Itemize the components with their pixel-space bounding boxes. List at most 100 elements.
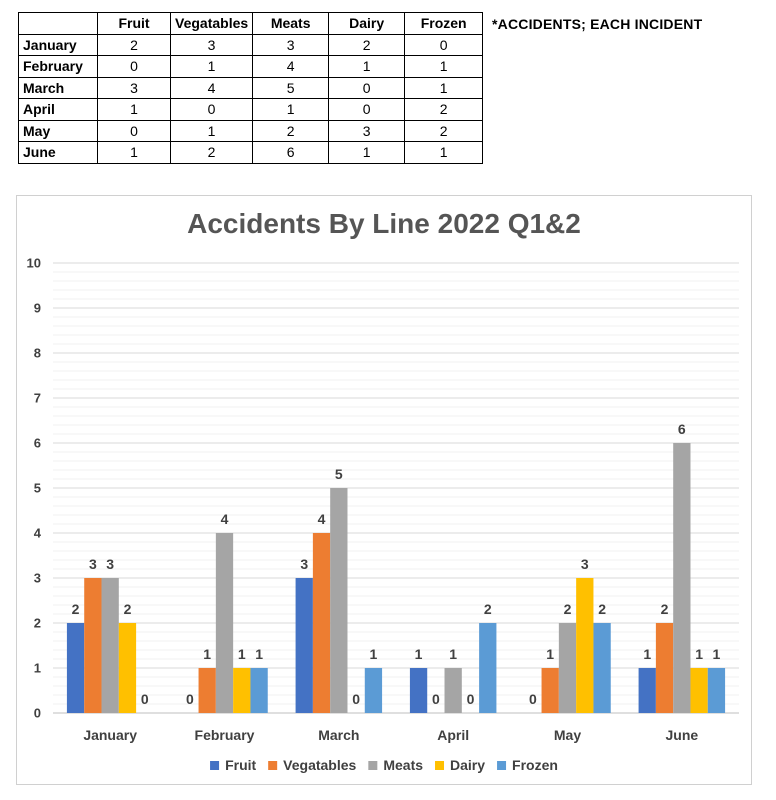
table-header-cell: Vegatables (169, 12, 254, 35)
data-label: 0 (186, 691, 194, 707)
bar (101, 578, 119, 713)
data-label: 1 (255, 646, 263, 662)
table-cell: 3 (97, 76, 171, 99)
legend-label: Fruit (225, 757, 256, 773)
table-cell: 2 (404, 119, 484, 142)
chart-title: Accidents By Line 2022 Q1&2 (187, 208, 581, 239)
table-cell: 2 (252, 119, 330, 142)
table-cell: 5 (252, 76, 330, 99)
data-label: 1 (449, 646, 457, 662)
data-label: 0 (529, 691, 537, 707)
table-header-row: Fruit Vegatables Meats Dairy Frozen (18, 12, 484, 35)
table-row-label: June (18, 141, 98, 164)
data-label: 0 (141, 691, 149, 707)
bar (330, 488, 348, 713)
table-cell: 0 (328, 76, 406, 99)
table-row: May 0 1 2 3 2 (18, 119, 484, 142)
bar (638, 668, 656, 713)
table-cell: 2 (169, 141, 254, 164)
data-label: 4 (318, 511, 326, 527)
data-label: 3 (89, 556, 97, 572)
bar (233, 668, 251, 713)
y-tick-label: 5 (34, 481, 41, 496)
table-cell: 1 (97, 98, 171, 121)
y-tick-label: 10 (27, 256, 41, 271)
data-label: 1 (370, 646, 378, 662)
data-label: 0 (352, 691, 360, 707)
data-label: 1 (546, 646, 554, 662)
bar (215, 533, 234, 713)
data-label: 2 (484, 601, 492, 617)
table-cell: 0 (169, 98, 254, 121)
y-tick-label: 1 (34, 661, 41, 676)
bar (118, 623, 137, 713)
data-label: 3 (106, 556, 114, 572)
y-tick-label: 3 (34, 571, 41, 586)
data-label: 6 (678, 421, 686, 437)
x-tick-label: March (318, 727, 359, 743)
table-cell: 1 (404, 141, 484, 164)
legend-swatch (368, 761, 378, 770)
y-tick-label: 4 (34, 526, 42, 541)
data-label: 0 (467, 691, 475, 707)
table-cell: 0 (97, 119, 171, 142)
x-tick-label: February (195, 727, 255, 743)
table-cell: 1 (328, 141, 406, 164)
legend-swatch (497, 761, 507, 770)
table-cell: 1 (169, 119, 254, 142)
data-label: 1 (238, 646, 246, 662)
table-row: January 2 3 3 2 0 (18, 33, 484, 56)
table-cell: 1 (252, 98, 330, 121)
x-tick-label: May (554, 727, 581, 743)
x-tick-label: April (437, 727, 469, 743)
table-cell: 6 (252, 141, 330, 164)
bar (655, 623, 674, 713)
table-cell: 1 (328, 55, 406, 78)
y-tick-label: 7 (34, 391, 41, 406)
legend-label: Frozen (512, 757, 558, 773)
bar (66, 623, 85, 713)
data-label: 5 (335, 466, 343, 482)
table-cell: 1 (404, 76, 484, 99)
table-row: March 3 4 5 0 1 (18, 76, 484, 99)
table-note: *ACCIDENTS; EACH INCIDENT (492, 16, 703, 32)
y-tick-label: 2 (34, 616, 41, 631)
data-label: 2 (661, 601, 669, 617)
y-tick-label: 0 (34, 706, 41, 721)
bar (444, 668, 462, 713)
bar (295, 578, 313, 713)
data-label: 2 (598, 601, 606, 617)
table-header-cell: Fruit (97, 12, 171, 35)
bar (250, 668, 268, 713)
bar (690, 668, 708, 713)
table-row: February 0 1 4 1 1 (18, 55, 484, 78)
table-row: April 1 0 1 0 2 (18, 98, 484, 121)
table-row-label: May (18, 119, 98, 142)
legend-label: Vegatables (283, 757, 356, 773)
bar (198, 668, 216, 713)
table-row-label: April (18, 98, 98, 121)
table-cell: 2 (97, 33, 171, 56)
data-label: 1 (713, 646, 721, 662)
table-row-label: March (18, 76, 98, 99)
data-label: 1 (203, 646, 211, 662)
table-cell: 3 (328, 119, 406, 142)
bar (593, 623, 611, 713)
bar (576, 578, 594, 713)
table-cell: 4 (169, 76, 254, 99)
bar (479, 623, 497, 713)
chart-container: Accidents By Line 2022 Q1&2 0 1 2 3 4 5 6 7 8 9 10… (16, 195, 752, 785)
bar (312, 533, 331, 713)
bar (558, 623, 577, 713)
table-cell: 0 (97, 55, 171, 78)
table-row: June 1 2 6 1 1 (18, 141, 484, 164)
data-label: 2 (564, 601, 572, 617)
table-cell: 1 (97, 141, 171, 164)
data-label: 3 (581, 556, 589, 572)
table-row-label: January (18, 33, 98, 56)
table-header-cell (18, 12, 98, 35)
table-cell: 0 (404, 33, 484, 56)
y-tick-label: 9 (34, 301, 41, 316)
data-label: 4 (221, 511, 229, 527)
